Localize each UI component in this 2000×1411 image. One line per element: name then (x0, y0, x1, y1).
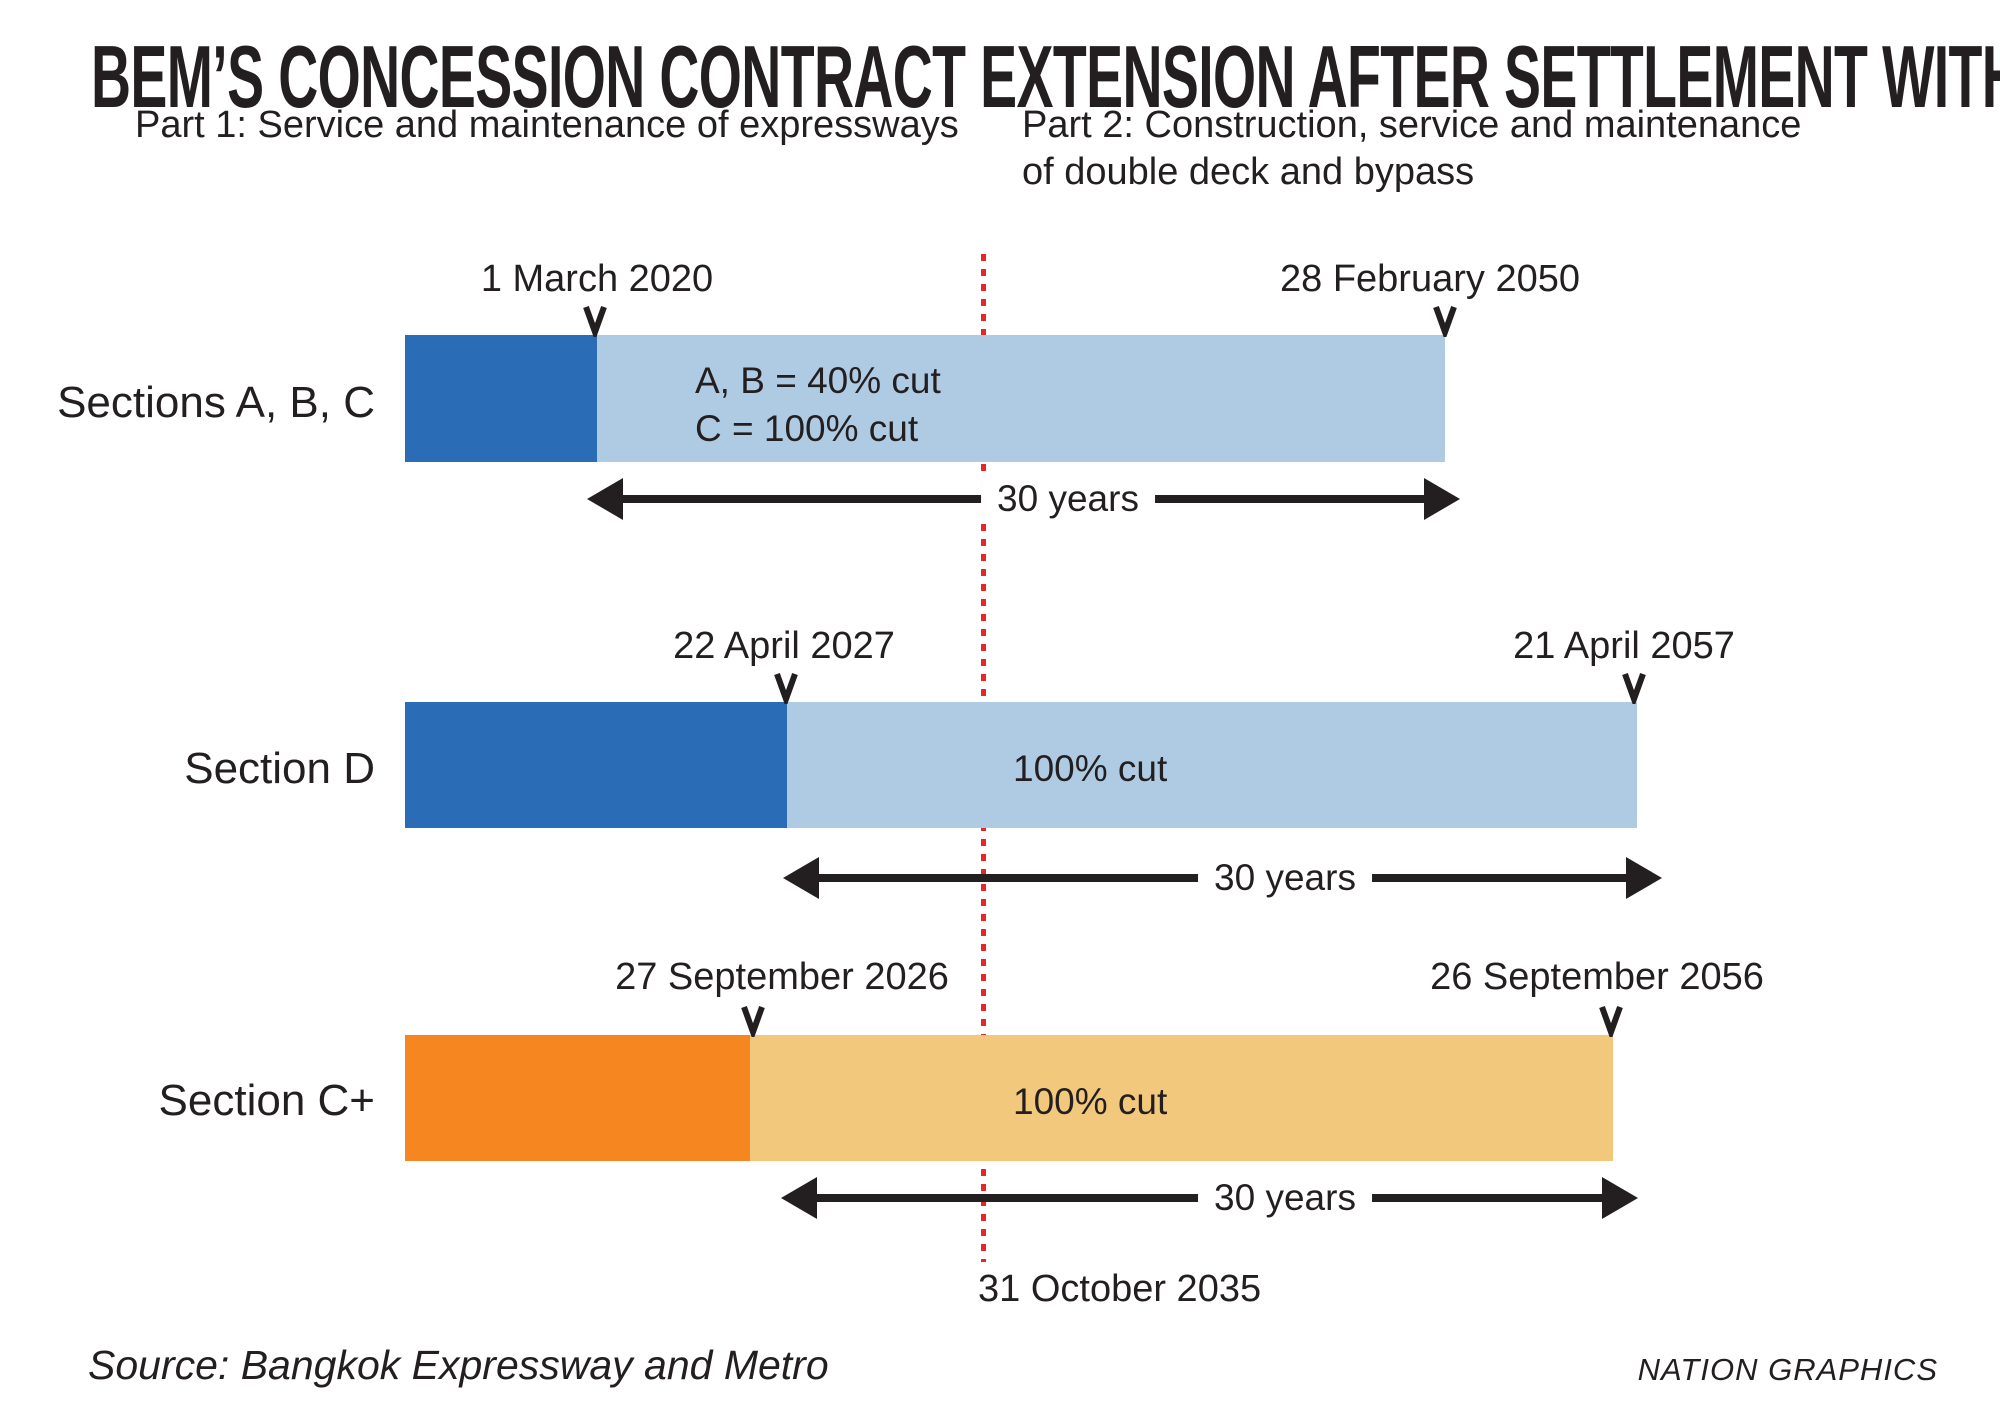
end-date-label: 26 September 2056 (1430, 956, 1764, 998)
end-date-label: 21 April 2057 (1513, 625, 1735, 667)
marker-chevron-down-icon (1432, 303, 1458, 337)
part2-label: Part 2: Construction, service and mainte… (1022, 104, 1802, 193)
arrow-right-head-icon (1424, 478, 1460, 520)
toll-cut-note-line: 100% cut (1013, 748, 1168, 789)
graphics-credit: NATION GRAPHICS (1637, 1352, 1938, 1387)
start-date-label: 1 March 2020 (480, 258, 714, 300)
row-label-sections-abc: Sections A, B, C (57, 378, 375, 427)
end-date-label: 28 February 2050 (1280, 258, 1580, 300)
row-label-section-c-plus: Section C+ (158, 1076, 375, 1125)
bar-segment-original-contract (405, 702, 787, 828)
timeline-bar-sections-abc (405, 335, 1445, 462)
arrow-left-head-icon (783, 857, 819, 899)
toll-cut-note: 100% cut (1013, 1078, 1167, 1126)
start-date-label: 22 April 2027 (673, 625, 895, 667)
page-title: BEM’S CONCESSION CONTRACT EXTENSION AFTE… (91, 27, 2000, 126)
toll-cut-note-line: C = 100% cut (695, 408, 919, 449)
toll-cut-note-line: A, B = 40% cut (695, 360, 941, 401)
duration-arrow: 30 years (781, 1176, 1638, 1220)
source-credit: Source: Bangkok Expressway and Metro (88, 1342, 829, 1388)
divider-date-label: 31 October 2035 (978, 1268, 1262, 1310)
timeline-bar-section-d (405, 702, 1637, 828)
marker-chevron-down-icon (1598, 1003, 1624, 1037)
start-date-label: 27 September 2026 (615, 956, 949, 998)
bar-segment-original-contract (405, 335, 597, 462)
marker-chevron-down-icon (1621, 670, 1647, 704)
part1-label: Part 1: Service and maintenance of expre… (135, 104, 959, 146)
duration-label: 30 years (981, 478, 1155, 520)
marker-chevron-down-icon (773, 670, 799, 704)
duration-label: 30 years (1198, 857, 1372, 899)
row-label-section-d: Section D (184, 744, 375, 793)
toll-cut-note-line: 100% cut (1013, 1081, 1168, 1122)
marker-chevron-down-icon (740, 1003, 766, 1037)
timeline-bar-section-c-plus (405, 1035, 1613, 1161)
duration-label: 30 years (1198, 1177, 1372, 1219)
arrow-left-head-icon (781, 1177, 817, 1219)
duration-arrow: 30 years (587, 477, 1460, 521)
arrow-right-head-icon (1602, 1177, 1638, 1219)
toll-cut-note: 100% cut (1013, 745, 1167, 793)
arrow-left-head-icon (587, 478, 623, 520)
duration-arrow: 30 years (783, 856, 1662, 900)
toll-cut-note: A, B = 40% cut C = 100% cut (695, 357, 941, 453)
arrow-right-head-icon (1626, 857, 1662, 899)
marker-chevron-down-icon (582, 303, 608, 337)
bar-segment-original-contract (405, 1035, 750, 1161)
